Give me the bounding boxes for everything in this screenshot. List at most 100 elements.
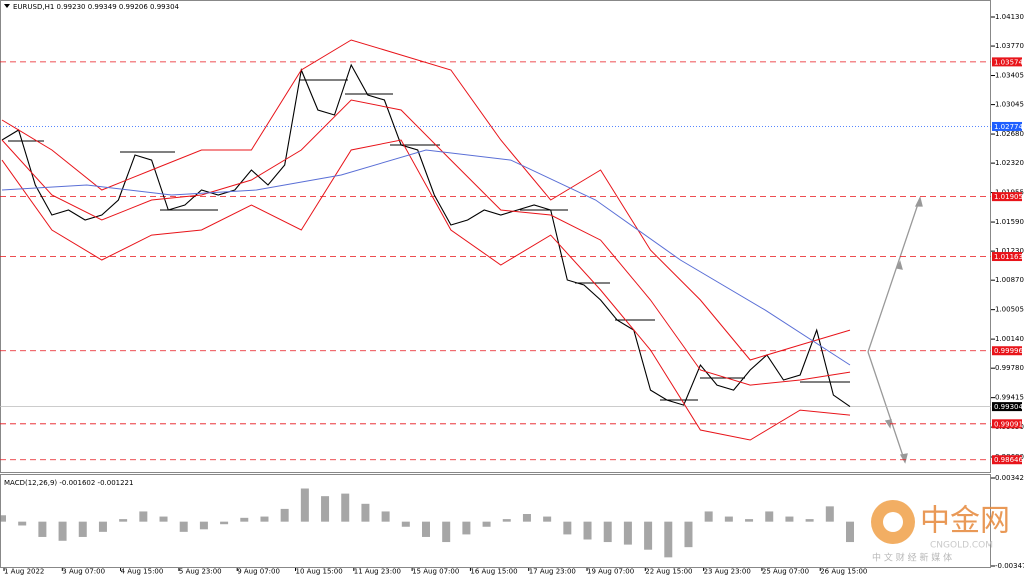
level-tag: [992, 57, 1022, 67]
level-label: 0.99996: [994, 347, 1023, 355]
y-tick-label: 0.99415: [995, 394, 1024, 402]
level-label: 1.03574: [994, 58, 1023, 66]
macd-bar: [240, 517, 249, 522]
macd-bar: [361, 503, 370, 522]
y-tick-label: 1.02320: [995, 159, 1024, 167]
macd-bar: [664, 521, 673, 558]
indicator-line: [1, 99, 851, 386]
macd-bar: [98, 521, 107, 532]
macd-bar: [300, 488, 309, 522]
macd-bar: [583, 521, 592, 540]
level-tag: [992, 192, 1022, 202]
x-tick-label: 16 Aug 15:00: [470, 568, 517, 576]
macd-bar: [704, 511, 713, 522]
macd-bar: [179, 521, 188, 532]
price-line: [1, 63, 851, 408]
macd-bar: [199, 521, 208, 530]
y-tick-label: -0.003478: [995, 562, 1024, 570]
y-tick-label: 1.03045: [995, 101, 1024, 109]
watermark-site: CNGOLD.COM: [930, 541, 993, 551]
macd-bar: [119, 519, 128, 522]
level-tag: [992, 121, 1022, 131]
macd-bar: [805, 519, 814, 522]
macd-bar: [644, 521, 653, 550]
y-tick-label: 0.99780: [995, 364, 1024, 372]
watermark-logo-inner: [883, 512, 903, 532]
macd-bar: [38, 521, 47, 537]
macd-bar: [260, 516, 269, 522]
macd-bar: [825, 506, 834, 522]
macd-bar: [603, 521, 612, 543]
macd-bar: [321, 496, 330, 522]
macd-bar: [482, 521, 491, 527]
macd-bar: [522, 514, 531, 522]
macd-bar: [18, 521, 27, 526]
y-tick-label: 1.03405: [995, 72, 1024, 80]
macd-bar: [442, 521, 451, 543]
x-tick-label: 5 Aug 23:00: [179, 568, 222, 576]
level-label: 0.98646: [994, 456, 1023, 464]
macd-bar: [724, 516, 733, 522]
macd-bar: [563, 521, 572, 535]
x-tick-label: 22 Aug 15:00: [645, 568, 692, 576]
x-tick-label: 10 Aug 15:00: [296, 568, 343, 576]
macd-bar: [78, 521, 87, 537]
macd-bar: [462, 521, 471, 535]
y-tick-label: 1.02680: [995, 130, 1024, 138]
macd-bar: [745, 519, 754, 522]
macd-bar: [684, 521, 693, 548]
y-tick-label: 1.04130: [995, 13, 1024, 21]
watermark-name: 中金网: [920, 504, 1010, 539]
projection-arrows: [867, 196, 923, 464]
symbol-header: EURUSD,H1 0.99230 0.99349 0.99206 0.9930…: [13, 3, 180, 11]
level-tag: [992, 252, 1022, 262]
macd-bar: [785, 516, 794, 522]
level-label: 0.99091: [994, 420, 1023, 428]
y-tick-label: 1.00505: [995, 306, 1024, 314]
x-tick-label: 17 Aug 23:00: [529, 568, 576, 576]
level-tag: [992, 419, 1022, 429]
level-label: 0.99304: [994, 403, 1023, 411]
indicator-line: [1, 149, 851, 366]
price-pane: [0, 0, 991, 473]
watermark-tagline: 中 文 财 经 新 媒 体: [872, 552, 952, 564]
macd-bar: [159, 516, 168, 522]
x-tick-label: 15 Aug 07:00: [412, 568, 459, 576]
macd-bar: [846, 521, 854, 543]
x-tick-label: 11 Aug 23:00: [354, 568, 401, 576]
macd-bar: [58, 521, 67, 541]
watermark: 中金网 CNGOLD.COM 中 文 财 经 新 媒 体: [871, 500, 1010, 564]
y-tick-label: 1.00140: [995, 335, 1024, 343]
x-tick-label: 23 Aug 23:00: [704, 568, 751, 576]
y-tick-label: 1.01230: [995, 247, 1024, 255]
x-tick-label: 25 Aug 07:00: [762, 568, 809, 576]
macd-bar: [623, 521, 632, 545]
level-label: 1.02774: [994, 123, 1023, 131]
x-tick-label: 4 Aug 15:00: [121, 568, 164, 576]
x-tick-label: 19 Aug 07:00: [587, 568, 634, 576]
indicator-line: [1, 139, 851, 441]
macd-bar: [139, 511, 148, 522]
x-tick-label: 26 Aug 15:00: [820, 568, 867, 576]
y-tick-label: 1.00870: [995, 276, 1024, 284]
macd-bar: [502, 519, 511, 522]
y-tick-label: 1.03770: [995, 42, 1024, 50]
y-tick-label: 0.003424: [995, 474, 1024, 482]
macd-bar: [341, 493, 350, 522]
macd-bar: [381, 511, 390, 522]
level-tag: [992, 455, 1022, 465]
y-tick-label: 1.01590: [995, 218, 1024, 226]
macd-bar: [422, 521, 430, 537]
macd-bar: [543, 516, 552, 522]
menu-arrow[interactable]: [4, 4, 10, 8]
macd-bar: [280, 508, 289, 522]
macd-bar: [0, 515, 6, 522]
macd-bar: [220, 521, 229, 525]
level-label: 1.01905: [994, 193, 1023, 201]
indicator-line: [1, 39, 851, 361]
macd-bar: [765, 511, 774, 522]
macd-bar: [401, 521, 410, 527]
x-tick-label: 3 Aug 07:00: [62, 568, 105, 576]
